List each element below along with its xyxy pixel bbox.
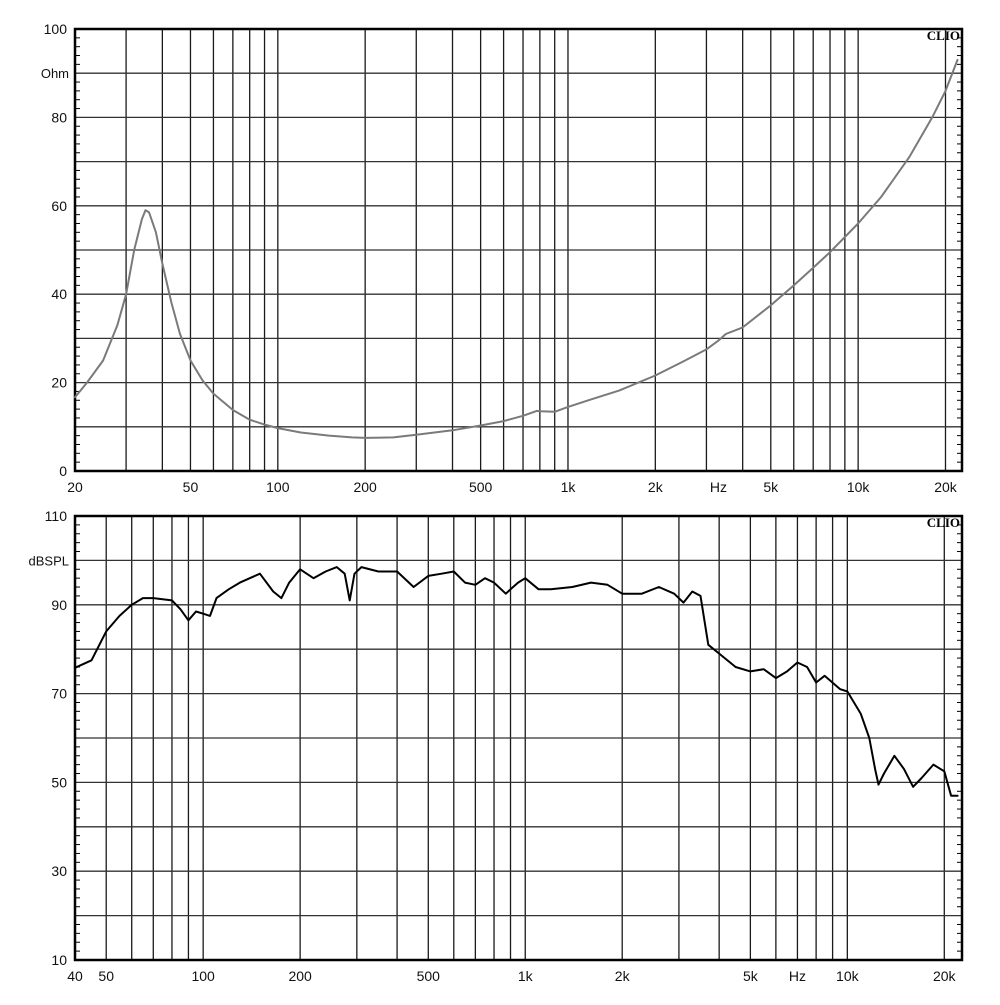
- y-axis-labels: 10 30 50 70 90 110 dBSPL: [29, 508, 69, 968]
- y-axis-labels: 0 20 40 60 80 100 Ohm: [41, 21, 69, 479]
- y-axis-unit-label: dBSPL: [29, 553, 69, 568]
- y-tick-label: 30: [51, 863, 67, 879]
- x-axis-labels: 40 50 100 200 500 1k 2k 5k 10k 20k Hz: [67, 968, 956, 984]
- x-tick-label: 10k: [847, 479, 871, 495]
- y-tick-label: 100: [44, 21, 68, 37]
- y-tick-label: 50: [51, 774, 67, 790]
- x-tick-label: 5k: [743, 968, 759, 984]
- x-tick-label: 20k: [934, 479, 958, 495]
- y-tick-label: 90: [51, 597, 67, 613]
- x-tick-label: 40: [67, 968, 83, 984]
- x-tick-label: 500: [417, 968, 441, 984]
- y-axis-unit-label: Ohm: [41, 66, 69, 81]
- x-axis-unit-label: Hz: [710, 479, 727, 495]
- y-tick-label: 20: [51, 375, 67, 391]
- spl-chart: 10 30 50 70 90 110 dBSPL 40 50 100 200 500 1k 2k 5k 10k…: [29, 508, 964, 984]
- clio-watermark: CLIO: [927, 28, 960, 43]
- x-tick-label: 2k: [615, 968, 631, 984]
- x-tick-label: 50: [98, 968, 114, 984]
- y-tick-label: 70: [51, 686, 67, 702]
- x-tick-label: 100: [266, 479, 290, 495]
- x-tick-label: 5k: [763, 479, 779, 495]
- plot-frame: [73, 27, 964, 473]
- x-axis-labels: 20 50 100 200 500 1k 2k 5k 10k 20k Hz: [67, 479, 958, 495]
- x-tick-label: 50: [183, 479, 199, 495]
- impedance-curve: [74, 58, 959, 439]
- x-tick-label: 20k: [933, 968, 957, 984]
- y-tick-label: 110: [45, 508, 68, 524]
- x-tick-label: 2k: [648, 479, 664, 495]
- x-tick-label: 200: [288, 968, 312, 984]
- spl-curve: [74, 566, 959, 797]
- y-tick-label: 80: [51, 109, 67, 125]
- horizontal-gridlines: [75, 72, 962, 428]
- y-tick-label: 10: [51, 952, 67, 968]
- x-tick-label: 500: [469, 479, 493, 495]
- horizontal-gridlines: [75, 559, 962, 917]
- x-tick-label: 100: [191, 968, 215, 984]
- y-tick-label: 0: [59, 463, 67, 479]
- x-tick-label: 10k: [836, 968, 860, 984]
- x-tick-label: 1k: [518, 968, 534, 984]
- plot-frame: [73, 514, 964, 962]
- x-tick-label: 200: [353, 479, 377, 495]
- x-tick-label: 20: [67, 479, 83, 495]
- x-tick-label: 1k: [561, 479, 577, 495]
- y-tick-label: 60: [51, 198, 67, 214]
- x-axis-unit-label: Hz: [789, 968, 806, 984]
- y-tick-label: 40: [51, 286, 67, 302]
- clio-watermark: CLIO: [927, 515, 960, 530]
